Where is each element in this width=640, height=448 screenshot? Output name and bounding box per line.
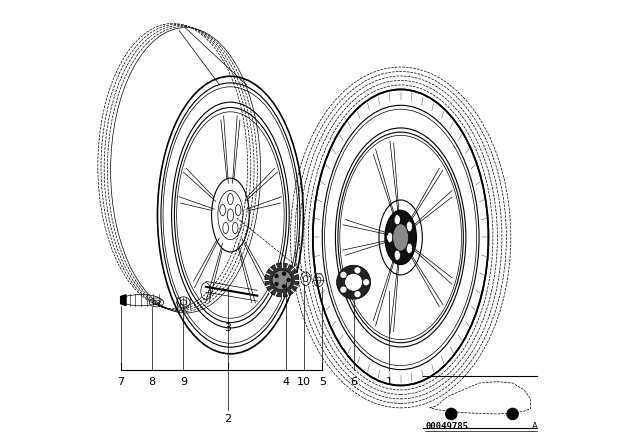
Text: 10: 10 xyxy=(298,377,311,387)
Circle shape xyxy=(282,284,286,289)
Text: 3: 3 xyxy=(225,323,232,332)
Ellipse shape xyxy=(406,221,412,232)
Ellipse shape xyxy=(387,233,393,242)
Ellipse shape xyxy=(236,205,241,215)
Text: 5: 5 xyxy=(319,377,326,387)
Circle shape xyxy=(445,408,458,420)
Circle shape xyxy=(287,278,291,282)
Circle shape xyxy=(272,270,292,290)
Ellipse shape xyxy=(223,223,228,233)
Circle shape xyxy=(340,272,347,278)
Ellipse shape xyxy=(220,205,225,215)
Ellipse shape xyxy=(406,243,412,254)
Circle shape xyxy=(340,286,347,293)
Circle shape xyxy=(282,271,286,276)
Text: A: A xyxy=(532,422,538,431)
Circle shape xyxy=(344,273,362,291)
Text: 2: 2 xyxy=(225,414,232,424)
Ellipse shape xyxy=(227,209,234,221)
Text: 9: 9 xyxy=(180,377,187,387)
Circle shape xyxy=(506,408,519,420)
Text: 6: 6 xyxy=(350,377,357,387)
Ellipse shape xyxy=(228,194,233,205)
Circle shape xyxy=(355,267,360,273)
Ellipse shape xyxy=(394,215,400,225)
Ellipse shape xyxy=(393,224,408,251)
Circle shape xyxy=(355,291,360,297)
Circle shape xyxy=(275,282,279,286)
Ellipse shape xyxy=(394,250,400,260)
Circle shape xyxy=(337,265,371,299)
Text: 4: 4 xyxy=(283,377,290,387)
Text: 1: 1 xyxy=(386,377,393,387)
Circle shape xyxy=(275,274,279,278)
Text: 8: 8 xyxy=(148,377,156,387)
Text: 7: 7 xyxy=(117,377,124,387)
Ellipse shape xyxy=(385,210,417,265)
Circle shape xyxy=(363,279,369,285)
Circle shape xyxy=(265,263,299,297)
Text: 00049785: 00049785 xyxy=(425,422,468,431)
Polygon shape xyxy=(120,295,126,306)
Ellipse shape xyxy=(232,223,238,233)
